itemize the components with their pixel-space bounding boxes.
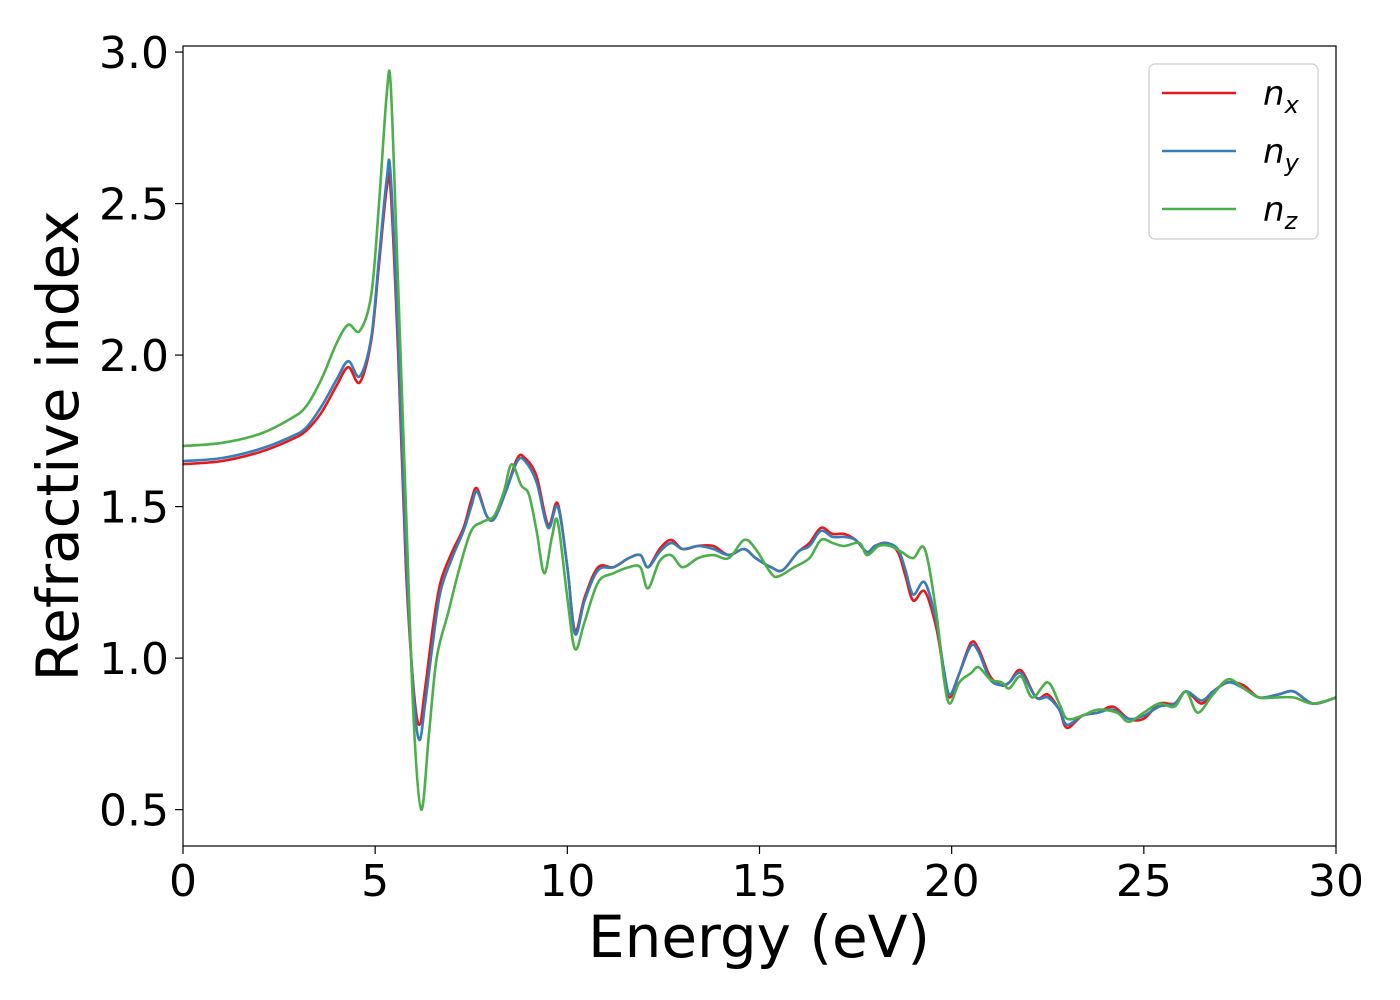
x-tick-label: 30 — [1308, 856, 1364, 907]
y-tick-label: 0.5 — [99, 786, 169, 837]
y-tick-label: 1.5 — [99, 483, 169, 534]
x-tick-label: 0 — [169, 856, 197, 907]
y-tick-label: 2.5 — [99, 180, 169, 231]
legend-subscript: y — [1284, 149, 1300, 177]
y-tick-label: 1.0 — [99, 634, 169, 685]
x-tick-label: 15 — [732, 856, 788, 907]
x-tick-label: 20 — [924, 856, 980, 907]
y-axis-title: Refractive index — [24, 210, 92, 681]
x-axis-title: Energy (eV) — [588, 903, 930, 971]
x-tick-label: 5 — [361, 856, 389, 907]
y-tick-label: 3.0 — [99, 28, 169, 79]
x-axis: 0 5 10 15 20 25 30 — [169, 846, 1364, 907]
series-layer — [183, 69, 1336, 811]
x-tick-label: 25 — [1116, 856, 1172, 907]
y-axis: 0.5 1.0 1.5 2.0 2.5 3.0 — [99, 28, 183, 837]
legend-subscript: x — [1284, 91, 1300, 119]
series-line-nz — [183, 69, 1336, 811]
x-tick-label: 10 — [539, 856, 595, 907]
legend-subscript: z — [1284, 207, 1299, 235]
y-tick-label: 2.0 — [99, 331, 169, 382]
